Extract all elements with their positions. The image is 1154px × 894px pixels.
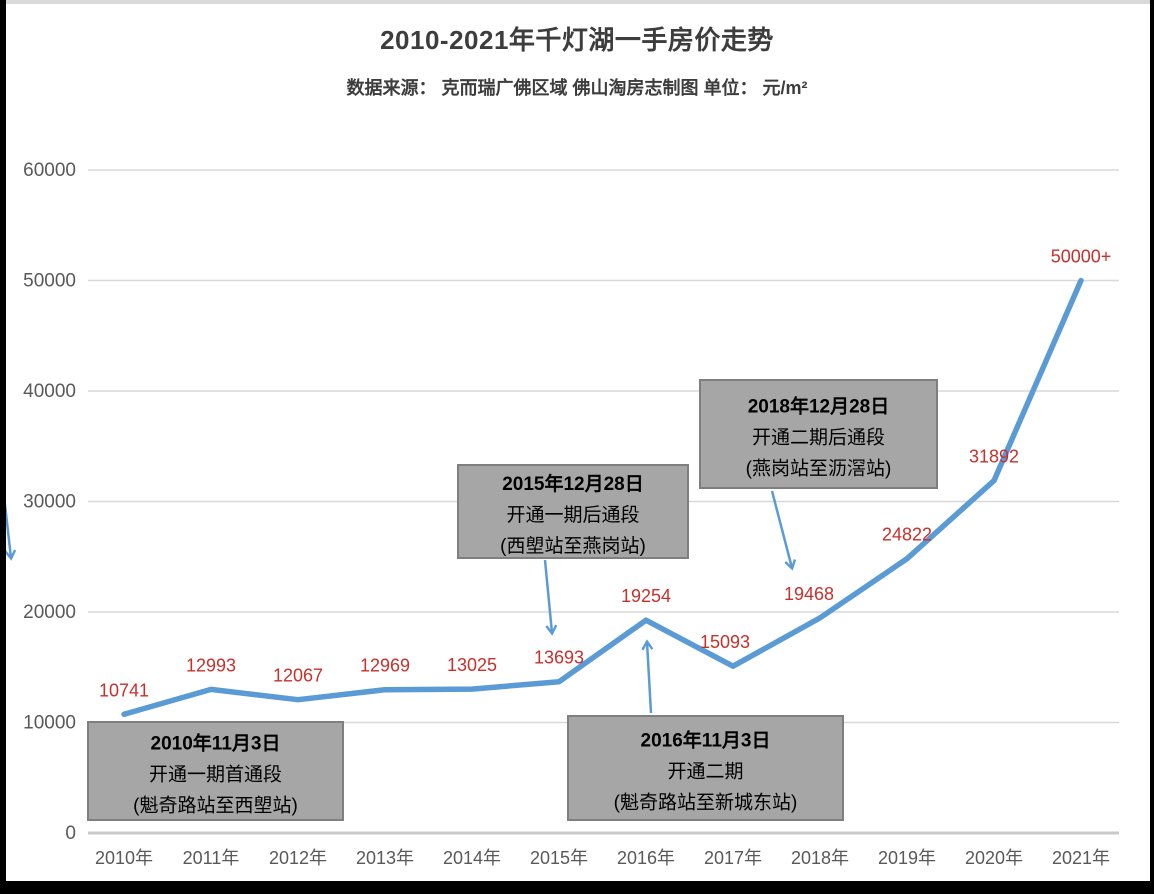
data-label: 12969 (360, 656, 410, 676)
annotation-text: (魁奇路站至新城东站) (614, 792, 798, 814)
x-axis-tick-label: 2015年 (530, 848, 588, 868)
chart-title: 2010-2021年千灯湖一手房价走势 (380, 25, 774, 55)
frame-right-edge (1150, 0, 1154, 894)
data-label: 15093 (700, 632, 750, 652)
annotation-text: 2016年11月3日 (641, 729, 771, 752)
x-axis-tick-label: 2021年 (1052, 848, 1110, 868)
annotation-box (567, 715, 844, 821)
annotation-box (457, 464, 689, 559)
x-axis-tick-label: 2018年 (791, 848, 849, 868)
y-axis-tick-label: 0 (65, 823, 76, 844)
annotation-box (87, 721, 344, 821)
data-label: 13693 (534, 648, 584, 668)
y-axis-tick-label: 30000 (23, 492, 76, 513)
annotation-text: 2010年11月3日 (151, 732, 281, 755)
x-axis-tick-label: 2019年 (878, 848, 936, 868)
annotation-text: (西塱站至燕岗站) (500, 535, 646, 557)
x-axis-tick-label: 2017年 (704, 848, 762, 868)
frame-left-edge (0, 0, 6, 894)
data-label: 19468 (784, 584, 834, 604)
annotation-box (699, 379, 938, 489)
y-axis-tick-label: 40000 (23, 381, 76, 402)
data-label: 12993 (186, 655, 236, 675)
annotation-arrow (770, 490, 792, 568)
x-axis-tick-label: 2011年 (183, 848, 240, 868)
x-axis-tick-label: 2014年 (443, 848, 501, 868)
x-axis-tick-label: 2012年 (269, 848, 327, 868)
data-label: 10741 (99, 680, 149, 700)
annotation-arrow (543, 559, 552, 633)
annotation-text: 2018年12月28日 (748, 395, 890, 418)
data-label: 50000+ (1051, 247, 1112, 267)
data-label: 19254 (621, 586, 671, 606)
annotation-text: 开通二期后通段 (752, 427, 885, 449)
y-axis-tick-label: 10000 (23, 713, 76, 734)
y-axis-tick-label: 20000 (23, 602, 76, 623)
frame-top-edge (0, 0, 1154, 4)
y-axis-tick-label: 60000 (23, 160, 76, 181)
data-label: 12067 (273, 666, 323, 686)
data-label: 13025 (447, 655, 497, 675)
data-label: 24822 (882, 525, 932, 545)
annotation-text: 2015年12月28日 (502, 472, 644, 495)
price-line (121, 277, 1084, 718)
y-axis-tick-label: 50000 (23, 271, 76, 292)
annotation-arrow (647, 642, 651, 714)
annotation-text: 开通一期首通段 (149, 764, 282, 786)
chart-subtitle: 数据来源： 克而瑞广佛区域 佛山淘房志制图 单位： 元/m² (346, 78, 808, 98)
annotation-text: 开通一期后通段 (506, 504, 639, 526)
x-axis-tick-label: 2016年 (617, 848, 675, 868)
x-axis-tick-label: 2010年 (95, 848, 153, 868)
annotation-text: 开通二期 (667, 761, 743, 783)
frame-bottom-edge (0, 881, 1154, 894)
x-axis-tick-label: 2020年 (965, 848, 1023, 868)
annotation-text: (魁奇路站至西塱站) (133, 795, 298, 817)
annotation-text: (燕岗站至沥滘站) (746, 458, 892, 480)
data-label: 31892 (969, 447, 1019, 467)
x-axis-tick-label: 2013年 (356, 848, 414, 868)
